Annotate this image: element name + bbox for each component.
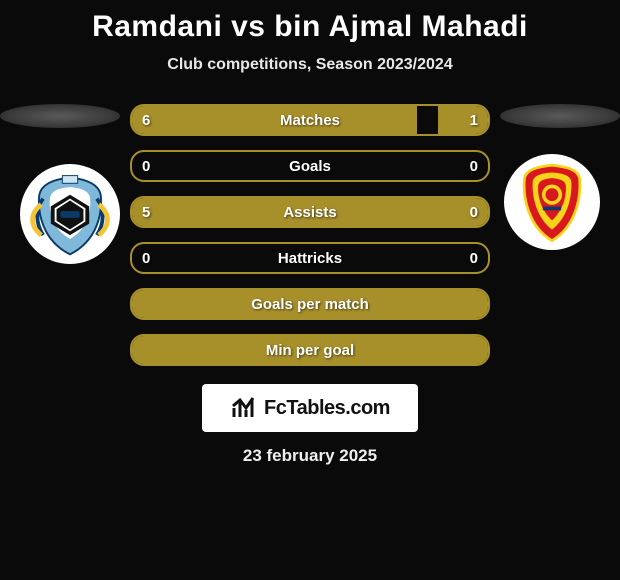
right-club-crest xyxy=(504,154,600,250)
stat-row: Matches6 1 xyxy=(130,104,490,136)
stat-label: Hattricks xyxy=(132,244,488,272)
selangor-crest-icon xyxy=(506,156,598,248)
stat-label: Assists xyxy=(132,198,488,226)
stat-value-right: 0 xyxy=(460,152,488,180)
stat-label: Matches xyxy=(132,106,488,134)
stat-label: Goals per match xyxy=(132,290,488,318)
platform-left xyxy=(0,104,120,128)
stat-row: Goals per match xyxy=(130,288,490,320)
left-club-crest xyxy=(20,164,120,264)
stat-row: Hattricks0 0 xyxy=(130,242,490,274)
platform-right xyxy=(500,104,620,128)
comparison-arena: Matches61Goals00Assists50Hattricks00Goal… xyxy=(0,104,620,366)
sabah-fa-crest-icon xyxy=(22,166,118,262)
stat-row: Goals0 0 xyxy=(130,150,490,182)
stat-value-left: 0 xyxy=(132,152,160,180)
page-title: Ramdani vs bin Ajmal Mahadi xyxy=(0,0,620,44)
stat-value-left: 5 xyxy=(132,198,160,226)
stat-label: Min per goal xyxy=(132,336,488,364)
stat-value-right: 0 xyxy=(460,244,488,272)
stat-rows: Matches61Goals00Assists50Hattricks00Goal… xyxy=(130,104,490,366)
chart-icon xyxy=(230,396,258,420)
subtitle: Club competitions, Season 2023/2024 xyxy=(0,56,620,74)
stat-value-right: 0 xyxy=(460,198,488,226)
brand-badge: FcTables.com xyxy=(202,384,418,432)
date-text: 23 february 2025 xyxy=(0,446,620,466)
stat-row: Assists5 0 xyxy=(130,196,490,228)
stat-row: Min per goal xyxy=(130,334,490,366)
stat-value-right: 1 xyxy=(460,106,488,134)
stat-value-left: 6 xyxy=(132,106,160,134)
stat-label: Goals xyxy=(132,152,488,180)
stat-value-left: 0 xyxy=(132,244,160,272)
brand-text: FcTables.com xyxy=(264,397,390,420)
